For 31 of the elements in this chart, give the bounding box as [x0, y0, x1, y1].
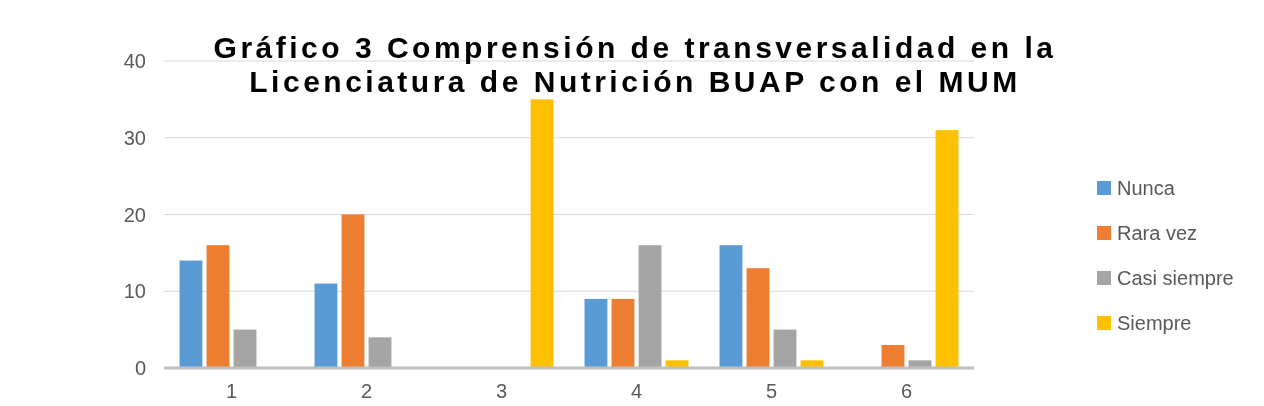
y-tick-label: 10 [123, 280, 146, 303]
y-tick-label: 40 [123, 50, 146, 72]
legend-label: Rara vez [1117, 222, 1198, 244]
x-tick-label: 5 [765, 380, 778, 402]
bar [638, 245, 662, 368]
bar [584, 298, 608, 368]
x-tick-label: 3 [495, 380, 508, 402]
x-tick-label: 4 [630, 380, 643, 402]
bar [719, 245, 743, 368]
bar [341, 214, 365, 368]
x-tick-label: 6 [900, 380, 913, 402]
y-tick-label: 20 [123, 203, 146, 226]
bar [881, 344, 905, 368]
x-tick-label: 2 [360, 380, 373, 402]
bar [935, 130, 959, 368]
bar [233, 329, 257, 368]
bar [611, 298, 635, 368]
bar [530, 99, 554, 368]
legend-label: Siempre [1117, 312, 1192, 334]
legend-label: Nunca [1117, 177, 1176, 199]
y-tick-label: 30 [123, 126, 146, 149]
bar [179, 260, 203, 368]
bar [368, 337, 392, 368]
y-tick-label: 0 [134, 357, 146, 379]
bar [773, 329, 797, 368]
x-tick-label: 1 [225, 380, 238, 402]
bar [206, 245, 230, 368]
legend-label: Casi siempre [1117, 267, 1234, 289]
bar [746, 268, 770, 368]
chart-title: Gráfico 3 Comprensión de transversalidad en la Licenciatura de Nutrición BUAP con el MUM [213, 31, 1057, 98]
bar [314, 283, 338, 368]
